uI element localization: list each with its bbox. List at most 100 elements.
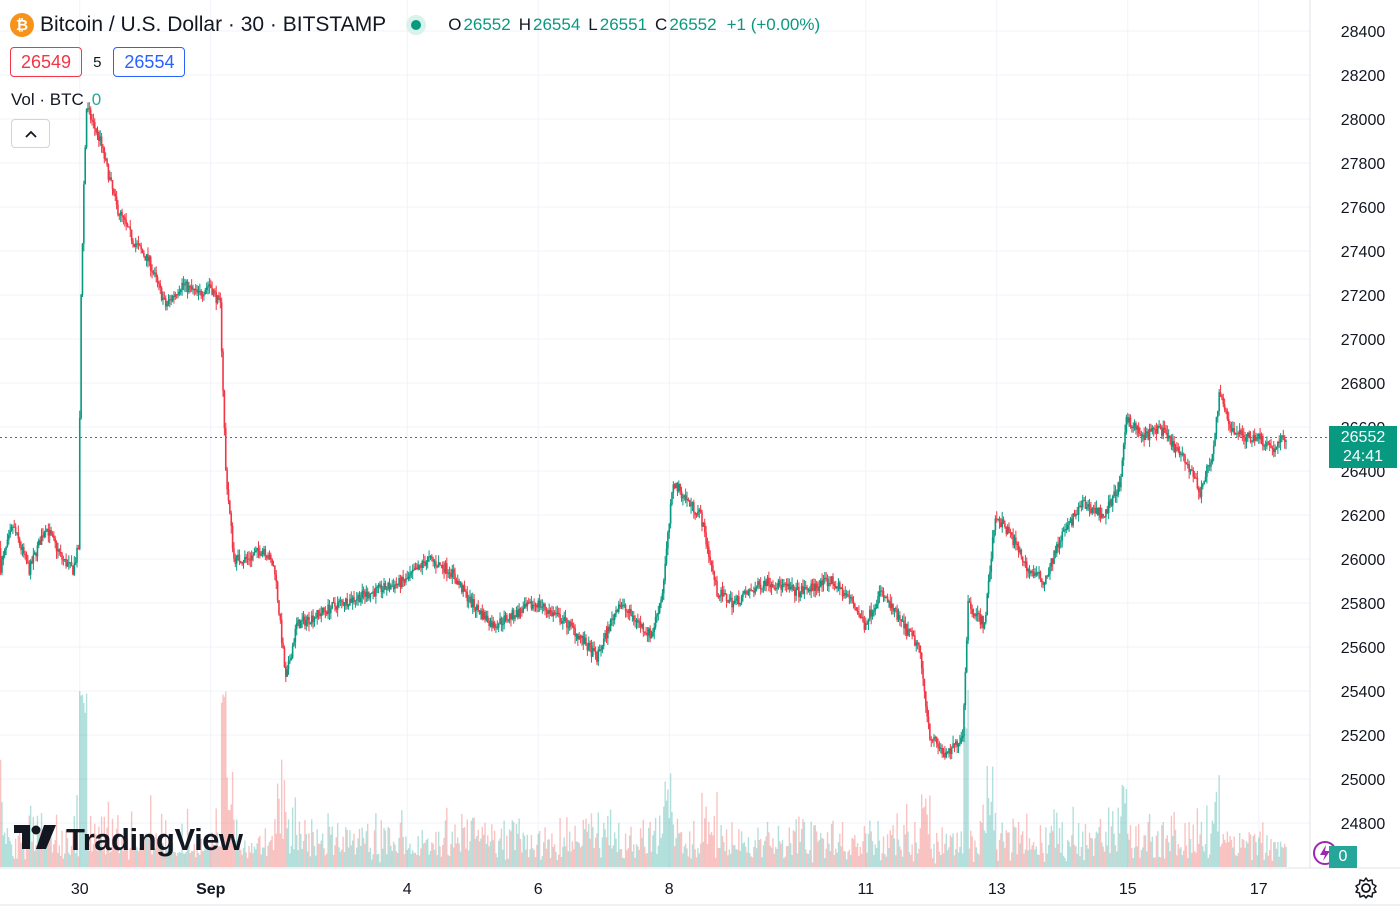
candle-body — [608, 626, 611, 632]
volume-bar — [1054, 847, 1057, 867]
volume-bar — [384, 830, 387, 867]
candle-body — [199, 290, 201, 292]
volume-bar — [252, 853, 254, 867]
volume-bar — [306, 851, 309, 867]
candle-body — [452, 569, 455, 574]
candle-body — [66, 562, 69, 567]
candle-body — [1065, 529, 1068, 531]
candle-body — [84, 147, 87, 185]
volume-bar — [1167, 842, 1170, 867]
symbol-title[interactable]: Bitcoin / U.S. Dollar · 30 · BITSTAMP — [40, 13, 387, 36]
volume-bar — [1053, 809, 1055, 867]
price-tick-label: 24800 — [1341, 816, 1386, 833]
volume-bar — [457, 837, 459, 867]
candle-body — [735, 598, 737, 601]
candle-body — [1185, 463, 1188, 465]
volume-bar — [511, 820, 514, 867]
volume-bar — [758, 839, 761, 867]
volume-bar — [1004, 848, 1006, 867]
volume-bar — [1200, 821, 1203, 867]
candle-body — [312, 615, 314, 622]
sell-button[interactable]: 26549 — [10, 47, 83, 77]
candle-body — [893, 608, 896, 612]
volume-bar — [858, 855, 860, 867]
candle-body — [481, 610, 484, 619]
candle-body — [1178, 451, 1181, 455]
tradingview-logo[interactable]: TradingView — [14, 822, 243, 858]
volume-bar — [844, 851, 846, 867]
candle-body — [515, 609, 518, 618]
volume-bar — [923, 806, 926, 867]
candle-body — [866, 623, 868, 625]
candle-body — [409, 573, 411, 577]
candle-body — [924, 691, 927, 707]
candle-body — [346, 598, 349, 607]
volume-bar — [259, 835, 261, 867]
candle-body — [590, 645, 593, 657]
volume-bar — [611, 848, 613, 867]
volume-bar — [507, 858, 509, 867]
candle-body — [345, 598, 347, 605]
volume-bar — [226, 777, 228, 867]
candle-body — [587, 642, 590, 651]
volume-bar — [540, 859, 542, 867]
volume-bar — [664, 781, 666, 867]
volume-bar — [762, 845, 765, 867]
candle-body — [155, 272, 157, 277]
volume-bar — [285, 811, 287, 867]
buy-button[interactable]: 26554 — [113, 47, 186, 77]
candle-body — [765, 580, 767, 586]
volume-bar — [1013, 826, 1016, 867]
collapse-legend-button[interactable] — [11, 119, 50, 148]
settings-gear-icon[interactable] — [1354, 876, 1378, 900]
price-tick-label: 28400 — [1341, 24, 1386, 41]
volume-bar — [466, 819, 468, 867]
candle-body — [1237, 433, 1240, 435]
volume-bar — [761, 857, 763, 867]
volume-bar — [1278, 856, 1280, 867]
volume-legend[interactable]: Vol · BTC 0 — [11, 90, 101, 110]
volume-bar — [274, 819, 276, 867]
volume-bar — [870, 831, 872, 867]
candle-body — [676, 482, 679, 492]
volume-bar — [244, 840, 246, 867]
candle-body — [58, 549, 61, 552]
candle-body — [1195, 477, 1197, 479]
candle-body — [664, 563, 666, 581]
volume-bar — [899, 846, 901, 867]
candle-body — [508, 614, 511, 620]
volume-bar — [770, 847, 773, 867]
volume-bar — [523, 835, 526, 867]
volume-bar — [1238, 832, 1241, 867]
candle-body — [859, 614, 862, 618]
candle-body — [106, 158, 108, 165]
volume-bar — [304, 819, 306, 867]
candle-body — [647, 628, 650, 636]
volume-bar — [1076, 853, 1078, 867]
volume-bar — [1137, 824, 1140, 867]
volume-bar — [691, 844, 694, 867]
candle-body — [1277, 442, 1279, 448]
volume-bar — [248, 845, 250, 867]
volume-bar — [990, 801, 992, 867]
volume-bar — [50, 837, 52, 867]
candle-body — [23, 547, 25, 554]
candle-body — [1203, 481, 1205, 485]
volume-bar — [1256, 855, 1259, 867]
volume-bar — [1113, 833, 1115, 867]
volume-bar — [527, 857, 530, 867]
volume-bar — [211, 832, 213, 867]
market-status-icon[interactable] — [406, 15, 427, 35]
candle-body — [411, 569, 414, 573]
volume-bar — [358, 828, 361, 867]
volume-bar — [1087, 848, 1089, 867]
volume-bar — [813, 825, 815, 867]
candle-body — [940, 747, 942, 749]
volume-bar — [387, 826, 389, 867]
candle-body — [830, 576, 833, 585]
volume-bar — [649, 821, 651, 867]
candle-body — [263, 549, 265, 551]
candle-body — [467, 600, 470, 602]
volume-bar — [293, 849, 295, 867]
